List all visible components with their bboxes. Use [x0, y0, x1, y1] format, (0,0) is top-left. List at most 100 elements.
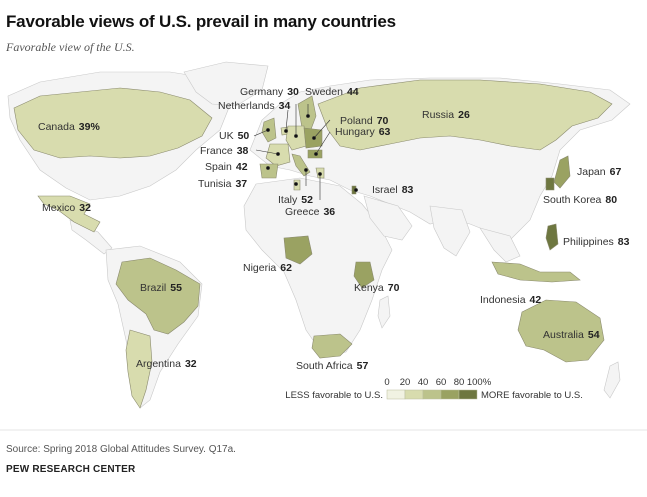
label-russia-value: 26	[458, 109, 470, 121]
label-mexico: Mexico 32	[42, 202, 91, 214]
label-indonesia-name: Indonesia	[480, 294, 526, 306]
label-france-name: France	[200, 145, 233, 157]
label-nigeria: Nigeria 62	[243, 262, 292, 274]
label-uk-value: 50	[238, 130, 250, 142]
land-arabia	[363, 195, 413, 241]
label-nigeria-name: Nigeria	[243, 262, 276, 274]
label-spain-value: 42	[236, 161, 248, 173]
label-mexico-name: Mexico	[42, 202, 75, 214]
label-poland-name: Poland	[340, 115, 373, 127]
country-nigeria	[283, 235, 313, 265]
legend-tick-0: 0	[384, 377, 389, 388]
label-germany-name: Germany	[240, 86, 284, 98]
legend: 0 20 40 60 80 100% LESS favorable to U.S…	[285, 377, 583, 401]
marker-sweden	[306, 114, 310, 118]
land-madagascar	[377, 295, 391, 329]
country-argentina	[125, 329, 153, 409]
country-spain	[259, 163, 279, 179]
leader-poland	[313, 119, 331, 139]
country-brazil	[115, 257, 201, 335]
marker-poland	[312, 136, 316, 140]
country-sweden	[297, 95, 317, 133]
legend-tick-40: 40	[418, 377, 429, 388]
label-uk-name: UK	[219, 130, 234, 142]
leader-uk	[253, 129, 269, 137]
label-brazil-value: 55	[170, 282, 182, 294]
land-india	[429, 205, 471, 257]
country-mexico	[37, 195, 101, 233]
country-kenya	[353, 261, 375, 289]
label-spain-name: Spain	[205, 161, 232, 173]
label-tunisia-value: 37	[235, 178, 247, 190]
label-tunisia-name: Tunisia	[198, 178, 232, 190]
label-kenya-value: 70	[388, 282, 400, 294]
label-spain: Spain 42	[205, 161, 248, 173]
label-russia: Russia 26	[422, 109, 470, 121]
label-netherlands: Netherlands 34	[218, 100, 290, 112]
land-se-asia	[479, 227, 521, 263]
label-israel-value: 83	[402, 184, 414, 196]
land-new-zealand	[603, 361, 621, 399]
label-netherlands-value: 34	[279, 100, 291, 112]
label-philippines-name: Philippines	[563, 236, 614, 248]
label-japan-value: 67	[610, 166, 622, 178]
label-south-korea-name: South Korea	[543, 194, 602, 206]
legend-more-label: MORE favorable to U.S.	[481, 390, 583, 401]
label-israel-name: Israel	[372, 184, 398, 196]
label-japan: Japan 67	[577, 166, 621, 178]
label-tunisia: Tunisia 37	[198, 178, 247, 190]
marker-spain	[266, 166, 270, 170]
country-israel	[351, 185, 357, 195]
legend-tick-20: 20	[400, 377, 411, 388]
label-philippines-value: 83	[618, 236, 630, 248]
country-japan	[553, 155, 571, 189]
country-germany	[285, 125, 307, 151]
page-subtitle: Favorable view of the U.S.	[6, 40, 135, 54]
marker-italy	[304, 168, 308, 172]
label-argentina: Argentina 32	[136, 358, 197, 370]
label-kenya-name: Kenya	[354, 282, 384, 294]
legend-swatch-20-40	[404, 389, 424, 400]
label-greece-name: Greece	[285, 206, 320, 218]
label-italy-name: Italy	[278, 194, 298, 206]
label-argentina-value: 32	[185, 358, 197, 370]
label-philippines: Philippines 83	[563, 236, 630, 248]
legend-less-label: LESS favorable to U.S.	[285, 390, 383, 401]
marker-tunisia	[294, 182, 298, 186]
legend-swatch-60-80	[440, 389, 460, 400]
legend-tick-100: 100%	[467, 377, 492, 388]
legend-tick-60: 60	[436, 377, 447, 388]
label-brazil-name: Brazil	[140, 282, 166, 294]
legend-swatch-40-60	[422, 389, 442, 400]
country-south-korea	[545, 177, 555, 191]
label-south-africa-value: 57	[357, 360, 369, 372]
page-title: Favorable views of U.S. prevail in many …	[6, 12, 396, 31]
label-kenya: Kenya 70	[354, 282, 400, 294]
label-greece: Greece 36	[285, 206, 335, 218]
label-canada-value: 39%	[79, 121, 101, 133]
label-indonesia-value: 42	[530, 294, 542, 306]
label-germany: Germany 30	[240, 86, 299, 98]
label-france-value: 38	[237, 145, 249, 157]
label-france: France 38	[200, 145, 249, 157]
country-indonesia	[491, 261, 581, 283]
label-south-africa: South Africa 57	[296, 360, 368, 372]
label-australia-name: Australia	[543, 329, 584, 341]
label-poland: Poland 70	[340, 115, 389, 127]
label-canada-name: Canada	[38, 121, 75, 133]
label-argentina-name: Argentina	[136, 358, 181, 370]
leader-hungary	[315, 131, 331, 155]
label-south-korea-value: 80	[605, 194, 617, 206]
label-brazil: Brazil 55	[140, 282, 182, 294]
label-south-africa-name: South Africa	[296, 360, 353, 372]
organization-name: PEW RESEARCH CENTER	[6, 464, 136, 475]
land-africa	[243, 177, 393, 357]
marker-greece	[318, 172, 322, 176]
label-indonesia: Indonesia 42	[480, 294, 541, 306]
marker-israel	[354, 188, 358, 192]
label-uk: UK 50	[219, 130, 249, 142]
label-south-korea: South Korea 80	[543, 194, 617, 206]
legend-swatch-0-20	[386, 389, 406, 400]
label-australia-value: 54	[588, 329, 600, 341]
country-south-africa	[311, 333, 353, 359]
